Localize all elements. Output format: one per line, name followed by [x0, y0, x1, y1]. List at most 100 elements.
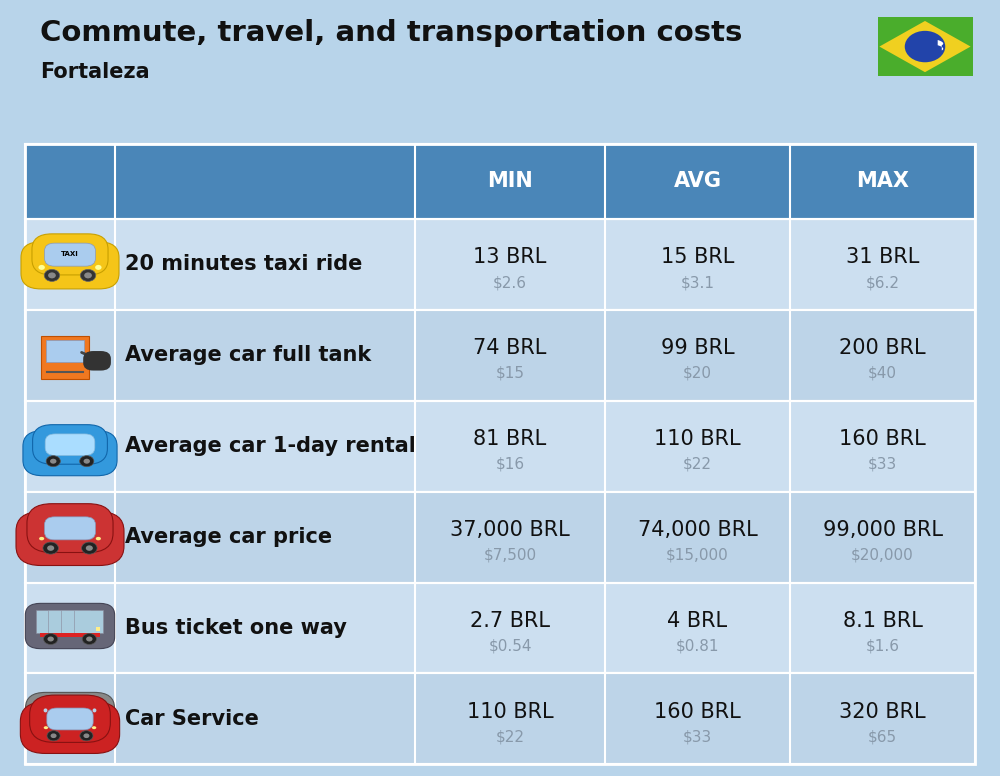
FancyBboxPatch shape	[25, 604, 115, 649]
Text: 13 BRL: 13 BRL	[473, 247, 547, 267]
Text: Average car full tank: Average car full tank	[125, 345, 371, 365]
Ellipse shape	[96, 537, 101, 540]
Text: Car Service: Car Service	[125, 709, 259, 729]
Circle shape	[80, 269, 96, 282]
Bar	[25, 144, 975, 219]
Text: $7,500: $7,500	[483, 548, 537, 563]
Text: 2.7 BRL: 2.7 BRL	[470, 611, 550, 631]
Circle shape	[47, 546, 54, 551]
Ellipse shape	[93, 708, 96, 712]
Bar	[40, 633, 100, 637]
Circle shape	[44, 269, 60, 282]
Text: 99,000 BRL: 99,000 BRL	[823, 520, 943, 540]
Text: Average car price: Average car price	[125, 527, 332, 547]
Text: 74,000 BRL: 74,000 BRL	[638, 520, 757, 540]
Text: 99 BRL: 99 BRL	[661, 338, 734, 358]
Text: $6.2: $6.2	[866, 275, 900, 290]
Text: Fortaleza: Fortaleza	[40, 62, 150, 82]
Text: 110 BRL: 110 BRL	[467, 702, 553, 722]
Bar	[25, 144, 975, 764]
Text: 15 BRL: 15 BRL	[661, 247, 734, 267]
Circle shape	[51, 733, 57, 738]
Circle shape	[48, 272, 56, 279]
Text: Bus ticket one way: Bus ticket one way	[125, 618, 347, 638]
Text: 8.1 BRL: 8.1 BRL	[843, 611, 922, 631]
Text: $16: $16	[495, 457, 525, 472]
Circle shape	[38, 265, 45, 270]
Text: Commute, travel, and transportation costs: Commute, travel, and transportation cost…	[40, 19, 742, 47]
Circle shape	[84, 272, 92, 279]
Bar	[878, 18, 973, 76]
Bar	[25, 400, 975, 492]
Text: MIN: MIN	[487, 171, 533, 191]
Text: $65: $65	[868, 729, 897, 745]
Text: 31 BRL: 31 BRL	[846, 247, 919, 267]
Text: $22: $22	[683, 457, 712, 472]
FancyBboxPatch shape	[21, 242, 119, 289]
Text: 320 BRL: 320 BRL	[839, 702, 926, 722]
FancyBboxPatch shape	[61, 610, 90, 632]
Text: 37,000 BRL: 37,000 BRL	[450, 520, 570, 540]
FancyBboxPatch shape	[27, 504, 113, 553]
Circle shape	[86, 636, 93, 642]
Circle shape	[95, 265, 102, 270]
Circle shape	[58, 437, 63, 441]
Text: TAXI: TAXI	[61, 251, 79, 257]
Ellipse shape	[44, 726, 48, 729]
Text: AVG: AVG	[674, 171, 722, 191]
Circle shape	[54, 434, 67, 444]
Bar	[25, 310, 975, 400]
Ellipse shape	[92, 726, 96, 729]
Text: $1.6: $1.6	[866, 639, 900, 653]
Circle shape	[80, 731, 93, 741]
Polygon shape	[938, 40, 943, 50]
FancyBboxPatch shape	[26, 692, 114, 729]
FancyBboxPatch shape	[41, 335, 89, 379]
Bar	[25, 583, 975, 674]
Text: 200 BRL: 200 BRL	[839, 338, 926, 358]
Text: 20 minutes taxi ride: 20 minutes taxi ride	[125, 255, 362, 275]
Circle shape	[47, 636, 54, 642]
FancyBboxPatch shape	[23, 431, 117, 476]
Text: 4 BRL: 4 BRL	[667, 611, 728, 631]
FancyBboxPatch shape	[48, 610, 77, 632]
FancyBboxPatch shape	[30, 695, 110, 743]
Circle shape	[46, 456, 60, 466]
Circle shape	[84, 459, 90, 464]
Text: $40: $40	[868, 366, 897, 381]
Bar	[25, 674, 975, 764]
Ellipse shape	[41, 705, 50, 715]
Circle shape	[50, 459, 56, 464]
Text: $33: $33	[868, 457, 897, 472]
Text: 74 BRL: 74 BRL	[473, 338, 547, 358]
FancyBboxPatch shape	[45, 517, 95, 540]
Text: $15: $15	[496, 366, 524, 381]
Text: $22: $22	[496, 729, 524, 745]
Text: $2.6: $2.6	[493, 275, 527, 290]
Text: 160 BRL: 160 BRL	[654, 702, 741, 722]
Text: $15,000: $15,000	[666, 548, 729, 563]
Text: $33: $33	[683, 729, 712, 745]
Text: MAX: MAX	[856, 171, 909, 191]
Polygon shape	[879, 21, 971, 72]
Text: $3.1: $3.1	[680, 275, 714, 290]
FancyBboxPatch shape	[74, 610, 103, 632]
Text: 110 BRL: 110 BRL	[654, 429, 741, 449]
FancyBboxPatch shape	[45, 243, 95, 266]
Text: $0.81: $0.81	[676, 639, 719, 653]
Circle shape	[82, 542, 97, 554]
FancyBboxPatch shape	[36, 610, 65, 632]
FancyBboxPatch shape	[32, 234, 108, 275]
Circle shape	[47, 731, 60, 741]
Circle shape	[905, 31, 945, 62]
Text: Average car 1-day rental: Average car 1-day rental	[125, 436, 416, 456]
FancyBboxPatch shape	[47, 708, 93, 730]
Ellipse shape	[90, 705, 99, 715]
FancyBboxPatch shape	[20, 702, 120, 753]
Text: $0.54: $0.54	[488, 639, 532, 653]
FancyBboxPatch shape	[45, 434, 95, 456]
FancyBboxPatch shape	[33, 424, 107, 464]
Ellipse shape	[44, 708, 47, 712]
Circle shape	[86, 546, 93, 551]
Text: 160 BRL: 160 BRL	[839, 429, 926, 449]
